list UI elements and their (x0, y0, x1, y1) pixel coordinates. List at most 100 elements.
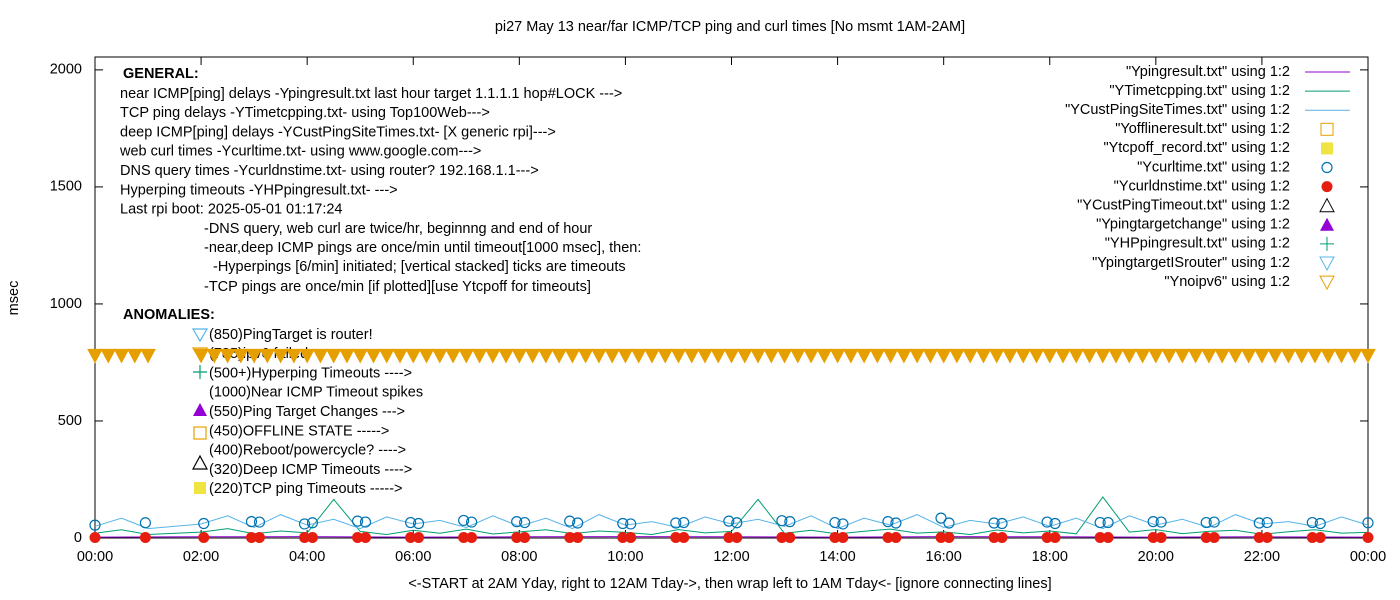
legend-label: "Ycurltime.txt" using 1:2 (1137, 159, 1290, 175)
marker (882, 516, 894, 528)
marker (856, 348, 872, 364)
x-tick-label: 00:00 (77, 549, 113, 565)
marker (776, 532, 788, 544)
marker (1055, 348, 1071, 364)
marker (572, 517, 584, 529)
marker (312, 348, 329, 364)
annotation: (220)TCP ping Timeouts -----> (209, 481, 403, 497)
marker (551, 348, 567, 364)
marker (1015, 348, 1032, 364)
marker (1094, 348, 1111, 364)
marker (465, 516, 478, 528)
marker (869, 348, 886, 364)
marker (784, 516, 796, 528)
marker (829, 516, 841, 529)
marker (1049, 532, 1061, 544)
marker (360, 532, 372, 544)
marker (988, 532, 1000, 544)
marker (1307, 348, 1323, 364)
legend-label: "Ypingresult.txt" using 1:2 (1126, 64, 1290, 80)
annotation: -near,deep ICMP pings are once/min until… (204, 240, 641, 256)
annotation: (550)Ping Target Changes ---> (209, 404, 405, 420)
marker (1261, 516, 1273, 529)
x-tick-label: 10:00 (607, 549, 643, 565)
marker (988, 517, 1000, 529)
marker (245, 532, 257, 544)
marker (625, 518, 637, 530)
marker (1208, 516, 1220, 528)
marker (657, 348, 674, 364)
marker (519, 516, 531, 529)
marker (339, 348, 355, 364)
marker (1147, 532, 1159, 544)
annotation: DNS query times -Ycurldnstime.txt- using… (120, 163, 539, 179)
marker (1319, 256, 1335, 272)
annotation: Last rpi boot: 2025-05-01 01:17:24 (120, 202, 343, 218)
marker (829, 348, 846, 364)
marker (524, 348, 541, 364)
marker (1293, 348, 1310, 364)
icon (193, 426, 207, 440)
marker (1240, 348, 1257, 364)
marker (233, 348, 249, 364)
marker (731, 517, 743, 529)
marker (617, 532, 629, 544)
marker (723, 348, 740, 364)
marker (1306, 532, 1318, 544)
marker (365, 348, 382, 364)
annotation: web curl times -Ycurltime.txt- using www… (119, 144, 481, 160)
marker (206, 348, 223, 364)
annotation: (400)Reboot/powercycle? ----> (209, 443, 406, 459)
legend-label: "Ynoipv6" using 1:2 (1164, 274, 1290, 290)
annotation: -DNS query, web curl are twice/hr, begin… (204, 221, 592, 237)
legend-label: "YCustPingSiteTimes.txt" using 1:2 (1065, 102, 1290, 118)
marker (922, 348, 939, 364)
marker (975, 348, 992, 364)
marker (943, 532, 955, 544)
x-tick-label: 08:00 (501, 549, 537, 565)
marker (126, 348, 143, 364)
marker (1208, 532, 1220, 544)
marker (1102, 532, 1114, 544)
marker (286, 348, 302, 364)
marker (405, 348, 422, 364)
annotation: -TCP pings are once/min [if plotted][use… (204, 279, 591, 295)
marker (1320, 348, 1337, 364)
marker (1362, 532, 1374, 544)
marker (253, 532, 265, 544)
marker (245, 516, 258, 528)
icon (194, 482, 206, 494)
marker (1121, 348, 1138, 364)
marker (1041, 348, 1058, 364)
y-tick-label: 1000 (50, 296, 82, 312)
marker (843, 348, 859, 364)
marker (591, 348, 607, 364)
marker (198, 532, 210, 544)
annotation: near ICMP[ping] delays -Ypingresult.txt … (120, 86, 622, 102)
marker (890, 517, 902, 529)
series-line (94, 496, 1369, 536)
marker (683, 348, 700, 364)
y-tick-label: 1500 (50, 179, 82, 195)
marker (299, 348, 316, 364)
marker (731, 532, 743, 544)
x-tick-label: 22:00 (1244, 549, 1280, 565)
marker (750, 348, 766, 364)
marker (89, 532, 101, 544)
marker (949, 348, 965, 364)
marker (935, 532, 947, 544)
marker (140, 348, 156, 364)
marker (837, 518, 849, 530)
marker (1174, 348, 1191, 364)
marker (1161, 348, 1177, 364)
marker (1200, 516, 1212, 529)
chart-title: pi27 May 13 near/far ICMP/TCP ping and c… (495, 19, 965, 35)
x-tick-label: 06:00 (395, 549, 431, 565)
marker (1068, 348, 1085, 364)
marker (1155, 532, 1167, 544)
marker (259, 348, 276, 364)
legend-label: "Ytcpoff_record.txt" using 1:2 (1103, 140, 1290, 156)
marker (253, 516, 266, 528)
marker (763, 348, 780, 364)
marker (988, 348, 1005, 364)
